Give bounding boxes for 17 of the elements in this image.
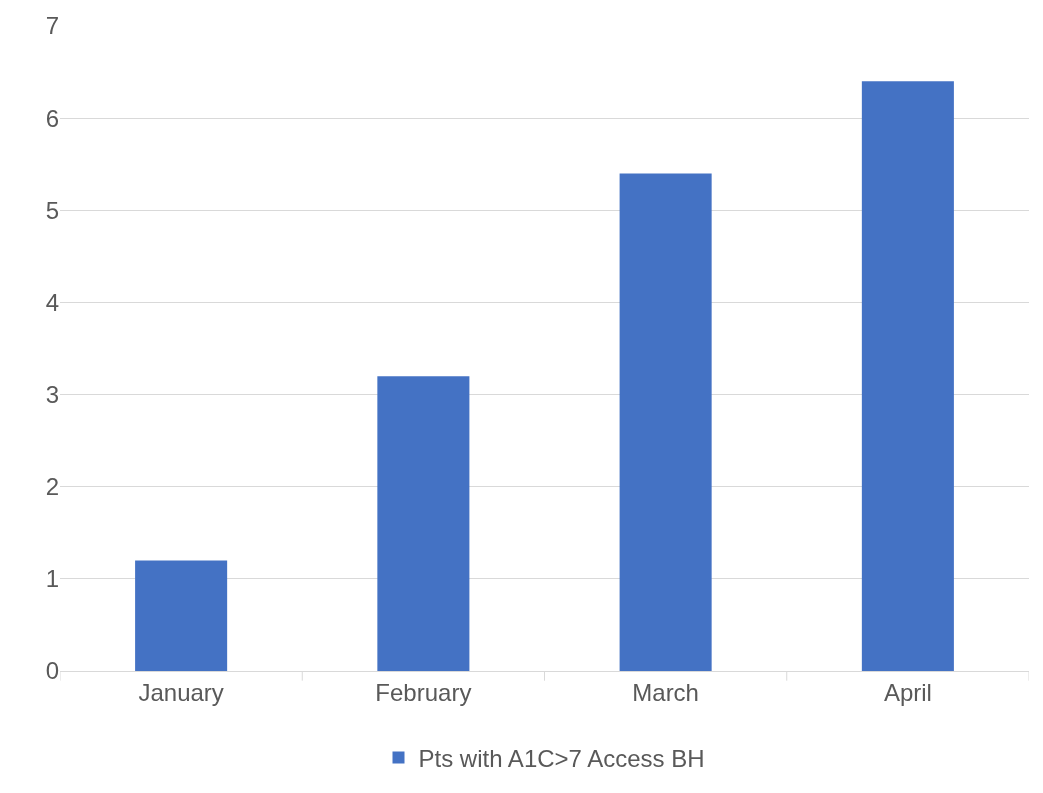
y-tick-label: 4 [45,288,59,316]
legend-label: Pts with A1C>7 Access BH [418,744,705,772]
x-tick-label: March [632,678,699,706]
y-tick-label: 3 [45,380,59,408]
y-tick-label: 7 [45,12,59,40]
bar [619,173,712,671]
y-tick-label: 6 [45,104,59,132]
bar [377,376,470,671]
x-tick-label: January [138,678,224,706]
y-tick-label: 1 [45,565,59,593]
x-tick-label: February [375,678,472,706]
y-tick-label: 2 [45,473,59,501]
bar [861,81,954,671]
bar [135,560,228,671]
y-tick-label: 0 [45,657,59,685]
x-tick-label: April [883,678,932,706]
y-tick-label: 5 [45,196,59,224]
